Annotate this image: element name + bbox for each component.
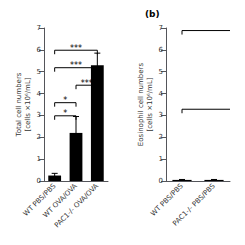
svg-text:7: 7 — [37, 24, 41, 32]
svg-text:***: *** — [70, 61, 82, 70]
svg-text:1: 1 — [37, 155, 41, 163]
svg-text:[cells ×10⁶/mL]: [cells ×10⁶/mL] — [24, 77, 32, 131]
svg-text:(b): (b) — [145, 9, 160, 19]
svg-text:7: 7 — [159, 24, 163, 32]
svg-text:4: 4 — [159, 90, 164, 98]
svg-text:4: 4 — [37, 90, 42, 98]
svg-text:WT PBS/PBS: WT PBS/PBS — [149, 182, 185, 218]
svg-text:6: 6 — [37, 46, 42, 54]
svg-text:5: 5 — [37, 68, 41, 76]
svg-text:[cells ×10⁶/mL]: [cells ×10⁶/mL] — [146, 77, 154, 131]
svg-text:2: 2 — [37, 133, 41, 141]
svg-text:6: 6 — [159, 46, 164, 54]
svg-text:WT PBS/PBS: WT PBS/PBS — [21, 182, 58, 218]
svg-text:*: * — [63, 109, 67, 118]
svg-text:WT OVA/OVA: WT OVA/OVA — [41, 182, 79, 220]
svg-text:***: *** — [81, 79, 93, 88]
svg-text:3: 3 — [159, 111, 163, 119]
svg-text:*: * — [63, 96, 67, 105]
svg-text:1: 1 — [159, 155, 163, 163]
svg-text:3: 3 — [37, 111, 41, 119]
svg-text:2: 2 — [159, 133, 163, 141]
svg-text:PAC1-/- PBS/PBS: PAC1-/- PBS/PBS — [171, 182, 217, 228]
svg-text:***: *** — [70, 44, 82, 53]
svg-text:0: 0 — [159, 177, 163, 185]
svg-text:Total cell numbers: Total cell numbers — [15, 72, 23, 137]
svg-text:0: 0 — [37, 177, 41, 185]
svg-text:PAC1-/- OVA/OVA: PAC1-/- OVA/OVA — [53, 182, 100, 229]
svg-text:Eosinophil cell numbers: Eosinophil cell numbers — [137, 63, 145, 147]
svg-text:5: 5 — [159, 68, 163, 76]
